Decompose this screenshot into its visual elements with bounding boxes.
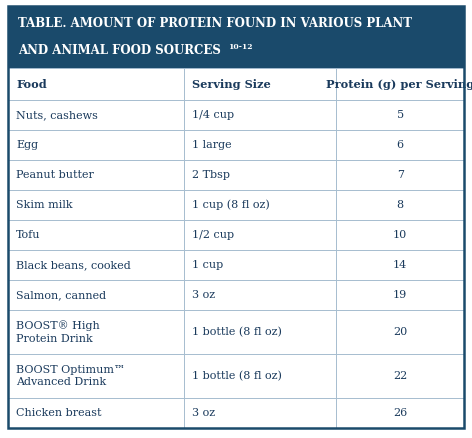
Text: Tofu: Tofu bbox=[16, 230, 41, 240]
Bar bbox=[337, 190, 464, 220]
Bar bbox=[337, 220, 464, 250]
Text: Protein (g) per Serving: Protein (g) per Serving bbox=[326, 78, 472, 89]
Bar bbox=[184, 280, 337, 310]
Text: 2 Tbsp: 2 Tbsp bbox=[192, 170, 229, 180]
Text: 1 bottle (8 fl oz): 1 bottle (8 fl oz) bbox=[192, 371, 281, 381]
Bar bbox=[337, 310, 464, 354]
Text: Serving Size: Serving Size bbox=[192, 78, 270, 89]
Text: TABLE. AMOUNT OF PROTEIN FOUND IN VARIOUS PLANT: TABLE. AMOUNT OF PROTEIN FOUND IN VARIOU… bbox=[18, 17, 412, 30]
Bar bbox=[337, 100, 464, 130]
Text: Food: Food bbox=[16, 78, 47, 89]
Text: 22: 22 bbox=[393, 371, 407, 381]
Bar bbox=[337, 130, 464, 160]
Bar bbox=[184, 68, 337, 100]
Bar bbox=[337, 68, 464, 100]
Text: Egg: Egg bbox=[16, 140, 38, 150]
Text: 7: 7 bbox=[396, 170, 404, 180]
Text: BOOST Optimum™
Advanced Drink: BOOST Optimum™ Advanced Drink bbox=[16, 364, 125, 387]
Text: Skim milk: Skim milk bbox=[16, 200, 73, 210]
Bar bbox=[8, 280, 184, 310]
Text: 26: 26 bbox=[393, 408, 407, 418]
Text: 1/2 cup: 1/2 cup bbox=[192, 230, 234, 240]
Bar bbox=[8, 160, 184, 190]
Text: Black beans, cooked: Black beans, cooked bbox=[16, 260, 131, 270]
Text: Salmon, canned: Salmon, canned bbox=[16, 290, 106, 300]
Bar bbox=[184, 250, 337, 280]
Text: 1 large: 1 large bbox=[192, 140, 231, 150]
Text: 1/4 cup: 1/4 cup bbox=[192, 110, 234, 120]
Bar bbox=[337, 398, 464, 428]
Bar bbox=[337, 250, 464, 280]
Bar bbox=[8, 354, 184, 398]
Bar bbox=[8, 398, 184, 428]
Text: 6: 6 bbox=[396, 140, 404, 150]
Bar bbox=[8, 190, 184, 220]
Text: AND ANIMAL FOOD SOURCES: AND ANIMAL FOOD SOURCES bbox=[18, 44, 221, 57]
Bar bbox=[8, 220, 184, 250]
Text: Nuts, cashews: Nuts, cashews bbox=[16, 110, 98, 120]
Text: 3 oz: 3 oz bbox=[192, 290, 215, 300]
Bar bbox=[8, 130, 184, 160]
Bar bbox=[8, 250, 184, 280]
Bar bbox=[184, 130, 337, 160]
Bar bbox=[337, 354, 464, 398]
Text: 1 cup: 1 cup bbox=[192, 260, 223, 270]
Bar bbox=[184, 160, 337, 190]
Text: Peanut butter: Peanut butter bbox=[16, 170, 94, 180]
Bar bbox=[337, 280, 464, 310]
Bar bbox=[184, 310, 337, 354]
Text: 1 cup (8 fl oz): 1 cup (8 fl oz) bbox=[192, 200, 270, 210]
Text: 8: 8 bbox=[396, 200, 404, 210]
Bar bbox=[184, 354, 337, 398]
Text: 10-12: 10-12 bbox=[228, 42, 253, 51]
Bar bbox=[337, 160, 464, 190]
Text: Chicken breast: Chicken breast bbox=[16, 408, 101, 418]
Bar bbox=[184, 190, 337, 220]
Text: 3 oz: 3 oz bbox=[192, 408, 215, 418]
Text: 5: 5 bbox=[396, 110, 404, 120]
Text: 1 bottle (8 fl oz): 1 bottle (8 fl oz) bbox=[192, 327, 281, 337]
Text: 14: 14 bbox=[393, 260, 407, 270]
Text: BOOST® High
Protein Drink: BOOST® High Protein Drink bbox=[16, 320, 100, 344]
Bar bbox=[184, 220, 337, 250]
Bar bbox=[8, 310, 184, 354]
Text: 20: 20 bbox=[393, 327, 407, 337]
Bar bbox=[184, 100, 337, 130]
Bar bbox=[8, 6, 464, 68]
Bar bbox=[8, 100, 184, 130]
Bar bbox=[184, 398, 337, 428]
Bar bbox=[8, 68, 184, 100]
Text: 10: 10 bbox=[393, 230, 407, 240]
Text: 19: 19 bbox=[393, 290, 407, 300]
